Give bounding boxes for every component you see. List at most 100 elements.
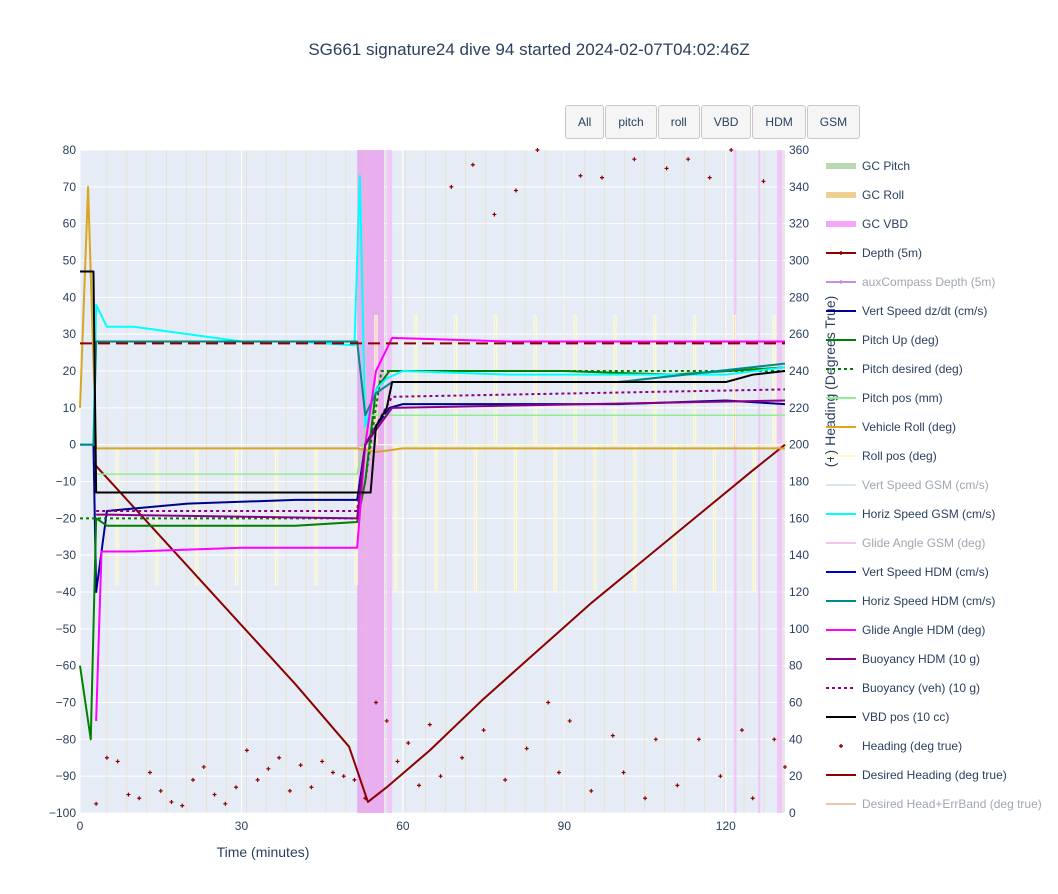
y2-tick-label: 320: [789, 217, 809, 231]
legend-item[interactable]: Vehicle Roll (deg): [824, 412, 1054, 441]
button-roll[interactable]: roll: [657, 105, 700, 139]
legend-swatch: [826, 715, 856, 718]
legend-item[interactable]: Vert Speed GSM (cm/s): [824, 470, 1054, 499]
heading-point: [686, 157, 691, 162]
legend-swatch: [826, 338, 856, 341]
y-tick-label: 30: [63, 327, 77, 341]
legend-item[interactable]: Buoyancy HDM (10 g): [824, 644, 1054, 673]
x-tick-label: 30: [235, 819, 249, 833]
y2-tick-label: 340: [789, 180, 809, 194]
heading-point: [589, 788, 594, 793]
y2-tick-label: 140: [789, 548, 809, 562]
legend-swatch: [826, 396, 856, 399]
legend-item[interactable]: Glide Angle HDM (deg): [824, 615, 1054, 644]
legend-item[interactable]: VBD pos (10 cc): [824, 702, 1054, 731]
legend-label: Roll pos (deg): [862, 448, 937, 463]
button-all[interactable]: All: [565, 105, 605, 139]
legend-swatch: [826, 802, 856, 805]
legend-label: Buoyancy (veh) (10 g): [862, 680, 981, 695]
legend-item[interactable]: Horiz Speed HDM (cm/s): [824, 586, 1054, 615]
legend-swatch: [826, 686, 856, 689]
heading-point: [610, 733, 615, 738]
legend-item[interactable]: Desired Head+ErrBand (deg true): [824, 789, 1054, 818]
x-tick-label: 60: [396, 819, 410, 833]
heading-point: [675, 783, 680, 788]
button-pitch[interactable]: pitch: [605, 105, 657, 139]
legend-label: Desired Head+ErrBand (deg true): [862, 796, 1042, 811]
heading-point: [298, 763, 303, 768]
legend-item[interactable]: Buoyancy (veh) (10 g): [824, 673, 1054, 702]
heading-markers: [94, 148, 787, 808]
legend-label: VBD pos (10 cc): [862, 709, 950, 724]
heading-point: [201, 764, 206, 769]
heading-point: [707, 175, 712, 180]
button-vbd[interactable]: VBD: [700, 105, 752, 139]
heading-point: [653, 737, 658, 742]
y2-tick-label: 160: [789, 511, 809, 525]
heading-point: [772, 737, 777, 742]
heading-point: [524, 746, 529, 751]
roll-pos-trace: [92, 315, 794, 593]
legend-item[interactable]: Glide Angle GSM (deg): [824, 528, 1054, 557]
legend-item[interactable]: Desired Heading (deg true): [824, 760, 1054, 789]
heading-point: [266, 766, 271, 771]
legend-label: Pitch pos (mm): [862, 390, 943, 405]
y2-tick-label: 360: [789, 143, 809, 157]
heading-point: [492, 212, 497, 217]
legend-item[interactable]: Pitch pos (mm): [824, 383, 1054, 412]
heading-point: [632, 157, 637, 162]
legend-item[interactable]: Pitch Up (deg): [824, 325, 1054, 354]
legend-label: GC Pitch: [862, 158, 911, 173]
legend-item[interactable]: Vert Speed HDM (cm/s): [824, 557, 1054, 586]
heading-point: [718, 774, 723, 779]
legend-item[interactable]: Horiz Speed GSM (cm/s): [824, 499, 1054, 528]
y-tick-label: −30: [56, 548, 77, 562]
legend-item[interactable]: Heading (deg true): [824, 731, 1054, 760]
legend-label: Desired Heading (deg true): [862, 767, 1007, 782]
legend-swatch: [839, 743, 843, 748]
y2-tick-label: 120: [789, 585, 809, 599]
heading-point: [417, 783, 422, 788]
y2-tick-label: 20: [789, 769, 803, 783]
series-glide-angle-hdm-deg: [95, 336, 785, 721]
y-tick-label: 20: [63, 364, 77, 378]
heading-point: [180, 803, 185, 808]
series-buoyancy-veh-10-g: [96, 388, 786, 512]
legend-swatch: [826, 570, 856, 573]
series-pitch-pos-mm: [96, 414, 785, 475]
heading-point: [255, 777, 260, 782]
heading-point: [481, 728, 486, 733]
legend-item[interactable]: Vert Speed dz/dt (cm/s): [824, 296, 1054, 325]
heading-point: [277, 755, 282, 760]
button-hdm[interactable]: HDM: [752, 105, 806, 139]
y-tick-label: 60: [63, 217, 77, 231]
heading-point: [503, 777, 508, 782]
legend-item[interactable]: GC Roll: [824, 180, 1054, 209]
legend-item[interactable]: GC VBD: [824, 209, 1054, 238]
legend-label: Heading (deg true): [862, 738, 963, 753]
y-tick-label: −50: [56, 622, 77, 636]
y-tick-label: −70: [56, 696, 77, 710]
y-tick-label: −10: [56, 475, 77, 489]
legend-item[interactable]: auxCompass Depth (5m): [824, 267, 1054, 296]
legend-label: Vert Speed GSM (cm/s): [862, 477, 989, 492]
legend-swatch: [826, 162, 856, 169]
legend-item[interactable]: Depth (5m): [824, 238, 1054, 267]
y2-tick-label: 60: [789, 696, 803, 710]
heading-point: [94, 801, 99, 806]
heading-point: [287, 788, 292, 793]
legend-swatch: [826, 512, 856, 515]
chart-title: SG661 signature24 dive 94 started 2024-0…: [308, 40, 750, 59]
y-tick-label: −90: [56, 769, 77, 783]
heading-point: [341, 774, 346, 779]
series-vehicle-roll-deg: [79, 185, 785, 454]
legend-item[interactable]: GC Pitch: [824, 151, 1054, 180]
legend-item[interactable]: Roll pos (deg): [824, 441, 1054, 470]
legend-marker-swatch: [839, 279, 843, 284]
legend-label: Glide Angle GSM (deg): [862, 535, 986, 550]
legend-swatch: [826, 773, 856, 776]
legend-item[interactable]: Pitch desired (deg): [824, 354, 1054, 383]
button-gsm[interactable]: GSM: [806, 105, 861, 139]
data-series: [79, 174, 786, 803]
